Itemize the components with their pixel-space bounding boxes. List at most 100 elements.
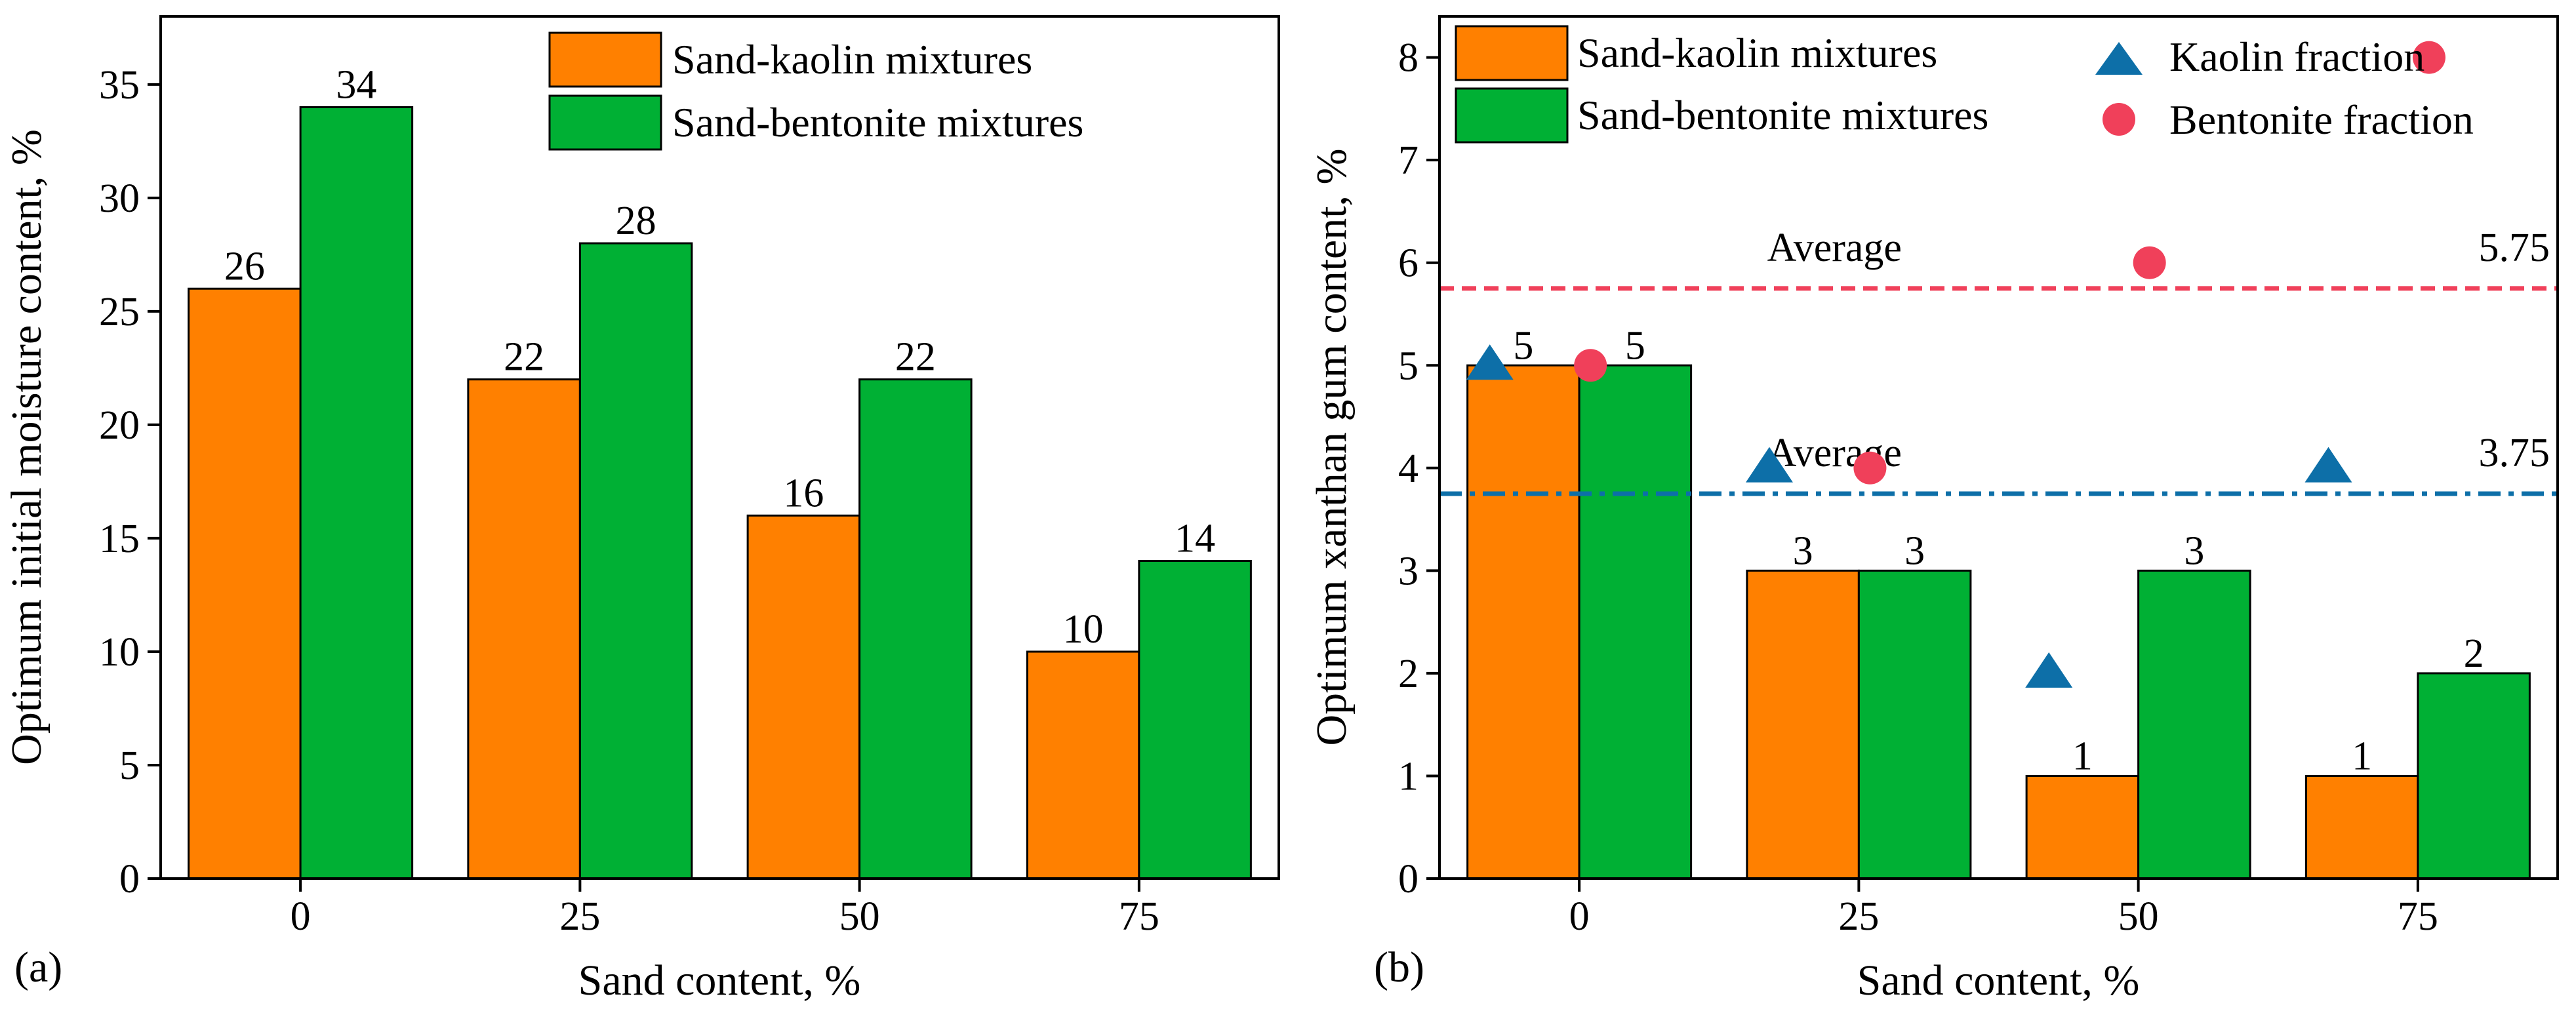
panel-a-bar-s1-c0 bbox=[299, 106, 414, 880]
panel-a-bar-s0-c2 bbox=[746, 514, 861, 880]
panel-a-y-ticks: 0 5 10 15 20 25 30 35 bbox=[99, 63, 161, 902]
panel-b-kaolin-fraction-marker-1 bbox=[1745, 446, 1793, 483]
panel-b-y-axis-title: Optimum xanthan gum content, % bbox=[1308, 148, 1356, 745]
panel-b-data-label-s1-c1: 3 bbox=[1904, 528, 1925, 573]
panel-b-bar-s0-c1 bbox=[1746, 569, 1860, 880]
panel-b-y-tick-label: 6 bbox=[1398, 241, 1419, 286]
panel-a-bar-s0-c1 bbox=[467, 378, 581, 880]
panel-a-label: (a) bbox=[14, 943, 62, 991]
panel-b-legend-label-bentonite-fraction: Bentonite fraction bbox=[2169, 96, 2474, 143]
panel-b-kaolin-fraction-marker-3 bbox=[2304, 446, 2352, 483]
panel-b-legend: Sand-kaolin mixtures Sand-bentonite mixt… bbox=[1455, 25, 2474, 144]
panel-a-x-tick-label: 0 bbox=[291, 894, 311, 939]
panel-b-bentonite-fraction-marker-1 bbox=[1853, 451, 1887, 485]
panel-b-data-labels: 5 3 1 1 5 3 3 2 bbox=[1513, 323, 2484, 778]
panel-a-legend-swatch-bentonite bbox=[548, 94, 662, 151]
panel-a-bars bbox=[188, 106, 1252, 880]
panel-a-data-label-s1-c1: 28 bbox=[616, 199, 656, 243]
panel-b-bentonite-fraction-marker-2 bbox=[2133, 246, 2166, 279]
panel-b-x-axis-title: Sand content, % bbox=[1857, 957, 2140, 1004]
panel-b-x-tick-label: 25 bbox=[1838, 894, 1879, 939]
panel-b-bar-s1-c1 bbox=[1857, 569, 1972, 880]
panel-a-bar-s1-c1 bbox=[578, 242, 693, 880]
panel-a-x-tick-label: 25 bbox=[559, 894, 600, 939]
panel-a-y-axis-title: Optimum initial moisture content, % bbox=[3, 129, 50, 765]
panel-a-x-tick-label: 50 bbox=[839, 894, 880, 939]
panel-a-x-tick-label: 75 bbox=[1119, 894, 1159, 939]
panel-a-y-tick-label: 25 bbox=[99, 290, 140, 334]
panel-b-legend-triangle-icon bbox=[2095, 42, 2143, 75]
panel-b-y-tick-label: 3 bbox=[1398, 549, 1419, 593]
panel-b-average-label-0: Average bbox=[1767, 226, 1902, 270]
panel-a-y-tick-label: 10 bbox=[99, 630, 140, 675]
panel-b-y-tick-label: 5 bbox=[1398, 344, 1419, 388]
panel-b-bars bbox=[1466, 364, 2531, 880]
panel-b-legend-label-bentonite: Sand-bentonite mixtures bbox=[1577, 92, 1988, 138]
panel-a-data-label-s1-c2: 22 bbox=[895, 335, 936, 380]
panel-a-plot-frame bbox=[159, 15, 1280, 880]
panel-b-label: (b) bbox=[1374, 943, 1424, 991]
panel-a-data-label-s0-c2: 16 bbox=[783, 471, 824, 515]
panel-b-x-ticks: 0 25 50 75 bbox=[1569, 879, 2438, 939]
panel-b-bar-s0-c3 bbox=[2304, 774, 2419, 880]
panel-a-y-tick-label: 20 bbox=[99, 403, 140, 448]
panel-b-y-tick-label: 1 bbox=[1398, 754, 1419, 799]
panel-a-bar-s0-c0 bbox=[188, 287, 302, 880]
panel-b-average-value-1: 3.75 bbox=[2479, 431, 2550, 475]
panel-b-data-label-s1-c3: 2 bbox=[2464, 631, 2484, 676]
panel-a-bar-s1-c2 bbox=[858, 378, 973, 880]
panel-a-bar-s0-c3 bbox=[1026, 650, 1140, 880]
panel-b-data-label-s0-c1: 3 bbox=[1793, 528, 1813, 573]
panel-b-y-tick-label: 4 bbox=[1398, 446, 1419, 491]
panel-a-data-label-s1-c3: 14 bbox=[1175, 517, 1215, 561]
panel-a-data-label-s0-c3: 10 bbox=[1063, 607, 1104, 652]
panel-b-bar-s0-c0 bbox=[1466, 364, 1580, 880]
panel-b-legend-label-kaolin: Sand-kaolin mixtures bbox=[1577, 30, 1937, 76]
panel-a-x-axis-title: Sand content, % bbox=[578, 957, 861, 1004]
panel-a-y-tick-label: 0 bbox=[119, 857, 140, 902]
panel-b-bentonite-fraction-marker-0 bbox=[1574, 349, 1607, 382]
panel-a-y-tick-label: 5 bbox=[119, 743, 140, 788]
panel-b-average-value-0: 5.75 bbox=[2479, 226, 2550, 270]
panel-b-bentonite-fraction-marker-3 bbox=[2412, 41, 2445, 74]
panel-a-legend-swatch-kaolin bbox=[548, 31, 662, 88]
panel-a-data-label-s0-c1: 22 bbox=[504, 335, 544, 380]
panel-b-x-tick-label: 0 bbox=[1569, 894, 1590, 939]
panel-b-y-tick-label: 0 bbox=[1398, 857, 1419, 902]
panel-a-data-label-s1-c0: 34 bbox=[336, 62, 376, 107]
panel-b-legend-swatch-bentonite bbox=[1455, 87, 1569, 144]
panel-b-y-ticks: 0 1 2 3 4 5 6 7 8 bbox=[1398, 36, 1439, 902]
panel-b-x-tick-label: 75 bbox=[2398, 894, 2438, 939]
panel-b-bar-s1-c3 bbox=[2417, 672, 2531, 880]
panel-b-data-label-s1-c2: 3 bbox=[2184, 528, 2204, 573]
panel-a-data-labels: 26 22 16 10 34 28 22 14 bbox=[224, 62, 1215, 652]
panel-a-legend-label-kaolin: Sand-kaolin mixtures bbox=[672, 36, 1032, 83]
panel-a-data-label-s0-c0: 26 bbox=[224, 244, 265, 288]
panel-b-y-tick-label: 8 bbox=[1398, 36, 1419, 81]
panel-a-legend: Sand-kaolin mixtures Sand-bentonite mixt… bbox=[548, 31, 1083, 151]
panel-a-bar-s1-c3 bbox=[1138, 560, 1252, 880]
panel-b-data-label-s0-c0: 5 bbox=[1513, 323, 1533, 368]
panel-b-fraction-markers bbox=[1466, 41, 2445, 688]
panel-b-legend-label-kaolin-fraction: Kaolin fraction bbox=[2169, 33, 2425, 80]
panel-a-legend-label-bentonite: Sand-bentonite mixtures bbox=[672, 99, 1083, 146]
panel-b-bar-s1-c2 bbox=[2137, 569, 2251, 880]
panel-b-legend-circle-icon bbox=[2103, 103, 2135, 136]
panel-a-x-ticks: 0 25 50 75 bbox=[291, 879, 1159, 939]
panel-b-bar-s0-c2 bbox=[2025, 774, 2140, 880]
panel-a-y-tick-label: 15 bbox=[99, 517, 140, 561]
panel-b-kaolin-fraction-marker-0 bbox=[1466, 344, 1514, 380]
panel-b-kaolin-fraction-marker-2 bbox=[2025, 652, 2073, 688]
panel-b-legend-swatch-kaolin bbox=[1455, 25, 1569, 81]
panel-b-data-label-s0-c3: 1 bbox=[2352, 734, 2372, 778]
panel-b-y-tick-label: 2 bbox=[1398, 652, 1419, 696]
panel-b-data-label-s1-c0: 5 bbox=[1625, 323, 1645, 368]
panel-a-y-tick-label: 30 bbox=[99, 176, 140, 221]
panel-a-y-tick-label: 35 bbox=[99, 63, 140, 108]
panel-b-plot-frame bbox=[1438, 15, 2559, 880]
panel-b-y-tick-label: 7 bbox=[1398, 138, 1419, 183]
panel-b-data-label-s0-c2: 1 bbox=[2072, 734, 2093, 778]
